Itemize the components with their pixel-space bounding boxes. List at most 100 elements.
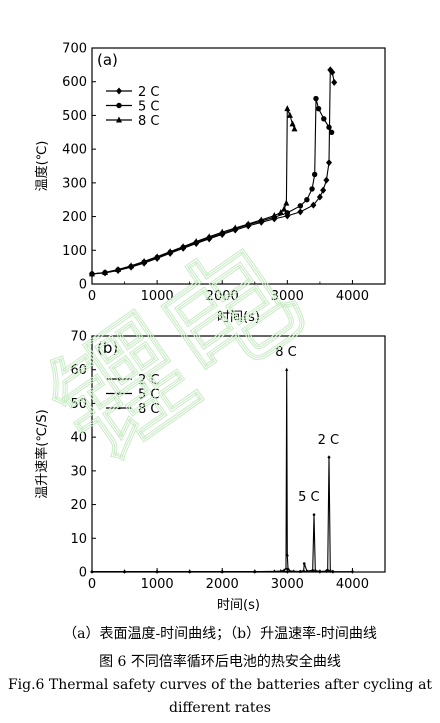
data-point: [326, 568, 330, 573]
x-tick-label: 2000: [206, 577, 239, 592]
data-point: [350, 569, 355, 574]
panel-label: (a): [97, 51, 118, 69]
data-point: [279, 568, 283, 573]
x-tick-label: 3000: [271, 577, 304, 592]
data-point: [232, 224, 239, 231]
series-8c: [90, 367, 302, 573]
y-tick-label: 60: [70, 363, 87, 378]
data-point: [329, 68, 336, 76]
y-axis-label: 温度(℃): [34, 141, 50, 192]
data-point: [297, 203, 304, 209]
data-point: [318, 570, 322, 573]
legend-item: 8 C: [106, 402, 159, 417]
data-point: [277, 209, 284, 216]
figure-caption-en-line2: different rates: [169, 700, 271, 716]
legend-marker: [117, 405, 121, 410]
data-point: [331, 570, 335, 573]
chart-panel-a: 0 1000 2000 3000 4000 0 100 200 300 400 500 600 700 时…: [34, 42, 386, 325]
data-point: [315, 105, 322, 112]
x-tick-label: 2000: [206, 289, 239, 304]
legend-marker: [116, 116, 122, 123]
data-point: [314, 569, 317, 572]
annotation-label: 2 C: [318, 433, 339, 448]
data-point: [331, 78, 338, 86]
series-2c: [89, 66, 338, 278]
data-point: [128, 262, 135, 269]
y-tick-label: 20: [70, 498, 87, 513]
series-line: [91, 98, 333, 275]
y-tick-label: 30: [70, 464, 87, 479]
y-tick-label: 0: [79, 278, 87, 293]
data-point: [323, 176, 330, 184]
legend-item: 8 C: [106, 114, 159, 129]
y-tick-label: 300: [62, 176, 87, 191]
y-tick-label: 40: [70, 431, 87, 446]
data-point: [316, 193, 323, 201]
data-point: [282, 568, 286, 572]
data-point: [328, 568, 332, 574]
legend-marker: [116, 102, 122, 109]
x-tick-label: 0: [88, 289, 96, 304]
data-point: [188, 569, 192, 573]
data-point: [90, 569, 94, 573]
data-point: [206, 233, 213, 240]
data-point: [154, 253, 161, 260]
legend-marker: [116, 87, 122, 95]
data-point: [141, 257, 148, 264]
legend-label: 8 C: [138, 402, 159, 417]
legend-item: 5 C: [106, 388, 159, 403]
y-axis-label: 温升速率(℃/S): [34, 409, 50, 498]
data-point: [302, 569, 305, 573]
legend-label: 2 C: [138, 373, 159, 388]
x-axis-label: 时间(s): [217, 310, 260, 325]
legend-marker: [117, 392, 121, 395]
data-point: [102, 269, 109, 276]
y-tick-label: 100: [62, 244, 87, 259]
data-point: [302, 562, 306, 565]
series-5c: [90, 513, 335, 573]
annotation-label: 8 C: [275, 345, 296, 360]
y-tick-label: 400: [62, 143, 87, 158]
legend-item: 5 C: [106, 100, 159, 115]
data-point: [320, 186, 327, 194]
data-point: [281, 205, 288, 212]
data-point: [286, 111, 293, 118]
y-tick-label: 500: [62, 109, 87, 124]
legend-label: 5 C: [138, 388, 159, 403]
data-point: [155, 569, 159, 573]
data-point: [287, 568, 291, 572]
panel-label: (b): [97, 339, 118, 357]
data-point: [167, 248, 174, 255]
legend-label: 2 C: [138, 85, 159, 100]
data-point: [304, 197, 310, 203]
y-tick-label: 70: [70, 330, 87, 345]
data-point: [272, 569, 276, 573]
data-point: [289, 120, 296, 127]
legend-label: 5 C: [138, 100, 159, 115]
data-point: [305, 569, 309, 573]
data-point: [220, 569, 224, 573]
series-line: [92, 369, 301, 573]
data-point: [115, 266, 122, 273]
data-point: [328, 129, 335, 135]
y-tick-label: 600: [62, 75, 87, 90]
data-point: [285, 553, 289, 557]
legend-item: 2 C: [106, 373, 159, 388]
data-point: [89, 270, 95, 277]
data-point: [326, 124, 332, 130]
data-point: [292, 569, 296, 573]
y-tick-label: 10: [70, 532, 87, 547]
data-point: [271, 212, 278, 219]
data-point: [321, 116, 327, 122]
data-point: [312, 513, 316, 516]
x-tick-label: 3000: [271, 289, 304, 304]
legend-marker: [117, 376, 121, 382]
series-line: [92, 514, 333, 573]
x-tick-label: 4000: [336, 289, 369, 304]
y-tick-label: 200: [62, 210, 87, 225]
legend-item: 2 C: [106, 85, 159, 100]
data-point: [283, 199, 290, 206]
y-tick-label: 50: [70, 397, 87, 412]
data-point: [311, 569, 315, 572]
